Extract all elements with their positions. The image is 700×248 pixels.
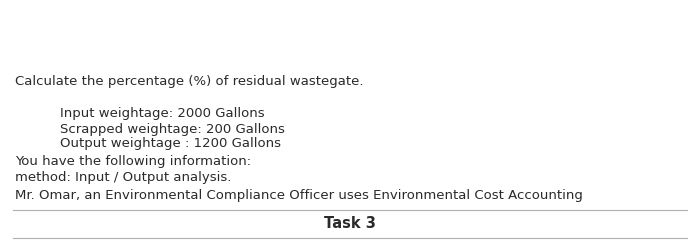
Text: Task 3: Task 3 — [324, 217, 376, 231]
Text: You have the following information:: You have the following information: — [15, 155, 251, 167]
Text: Calculate the percentage (%) of residual wastegate.: Calculate the percentage (%) of residual… — [15, 75, 364, 89]
Text: Input weightage: 2000 Gallons: Input weightage: 2000 Gallons — [60, 107, 264, 121]
Text: Scrapped weightage: 200 Gallons: Scrapped weightage: 200 Gallons — [60, 123, 284, 135]
Text: method: Input / Output analysis.: method: Input / Output analysis. — [15, 172, 232, 185]
Text: Mr. Omar, an Environmental Compliance Officer uses Environmental Cost Accounting: Mr. Omar, an Environmental Compliance Of… — [15, 188, 583, 201]
Text: Output weightage : 1200 Gallons: Output weightage : 1200 Gallons — [60, 137, 281, 151]
